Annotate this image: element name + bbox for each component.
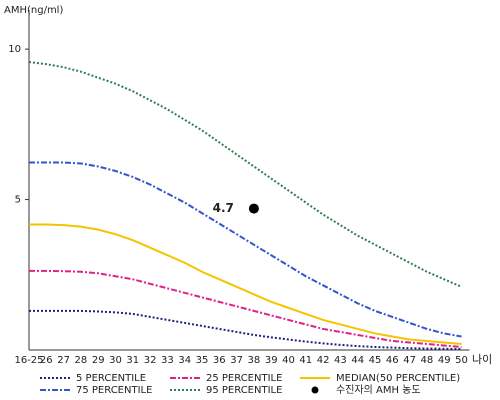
x-tick-label: 28 bbox=[75, 355, 88, 366]
x-tick-label: 31 bbox=[126, 355, 139, 366]
x-tick-label: 26 bbox=[40, 355, 53, 366]
x-tick-label: 44 bbox=[351, 355, 364, 366]
x-tick-label: 16-25 bbox=[14, 355, 43, 366]
x-tick-label: 29 bbox=[92, 355, 105, 366]
legend-label: 75 PERCENTILE bbox=[76, 385, 152, 396]
x-tick-label: 50 bbox=[455, 355, 468, 366]
legend-swatch bbox=[311, 386, 319, 394]
x-tick-label: 37 bbox=[230, 355, 243, 366]
x-tick-label: 43 bbox=[334, 355, 347, 366]
x-tick-label: 36 bbox=[213, 355, 226, 366]
x-tick-label: 30 bbox=[109, 355, 122, 366]
x-tick-label: 35 bbox=[196, 355, 209, 366]
x-tick-label: 45 bbox=[369, 355, 382, 366]
y-tick-label: 10 bbox=[8, 44, 21, 55]
x-tick-label: 32 bbox=[144, 355, 157, 366]
series-line bbox=[29, 269, 462, 348]
x-axis-label: 나이 bbox=[472, 353, 492, 366]
legend-label: 25 PERCENTILE bbox=[206, 373, 282, 384]
series-line bbox=[28, 61, 462, 288]
x-tick-label: 42 bbox=[317, 355, 330, 366]
legend-label: 수진자의 AMH 농도 bbox=[336, 384, 421, 396]
legend-label: MEDIAN(50 PERCENTILE) bbox=[336, 373, 460, 384]
legend-label: 95 PERCENTILE bbox=[206, 385, 282, 396]
x-tick-label: 41 bbox=[299, 355, 312, 366]
series-line bbox=[29, 161, 462, 338]
x-tick-label: 39 bbox=[265, 355, 278, 366]
x-tick-label: 46 bbox=[386, 355, 399, 366]
x-tick-label: 34 bbox=[178, 355, 191, 366]
patient-point bbox=[248, 203, 259, 214]
x-tick-label: 47 bbox=[403, 355, 416, 366]
y-axis-label: AMH(ng/ml) bbox=[4, 5, 63, 16]
series-line bbox=[29, 309, 462, 351]
x-tick-label: 49 bbox=[438, 355, 451, 366]
x-tick-label: 33 bbox=[161, 355, 174, 366]
series-line bbox=[29, 223, 462, 345]
x-tick-label: 27 bbox=[57, 355, 70, 366]
x-tick-label: 38 bbox=[248, 355, 261, 366]
x-tick-label: 48 bbox=[421, 355, 434, 366]
patient-label: 4.7 bbox=[213, 201, 234, 215]
y-tick-label: 5 bbox=[15, 195, 21, 206]
x-tick-label: 40 bbox=[282, 355, 295, 366]
legend-label: 5 PERCENTILE bbox=[76, 373, 146, 384]
